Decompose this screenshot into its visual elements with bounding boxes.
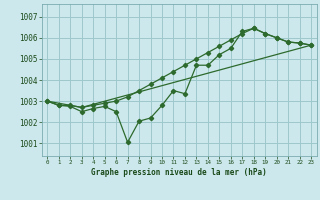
X-axis label: Graphe pression niveau de la mer (hPa): Graphe pression niveau de la mer (hPa) [91,168,267,177]
